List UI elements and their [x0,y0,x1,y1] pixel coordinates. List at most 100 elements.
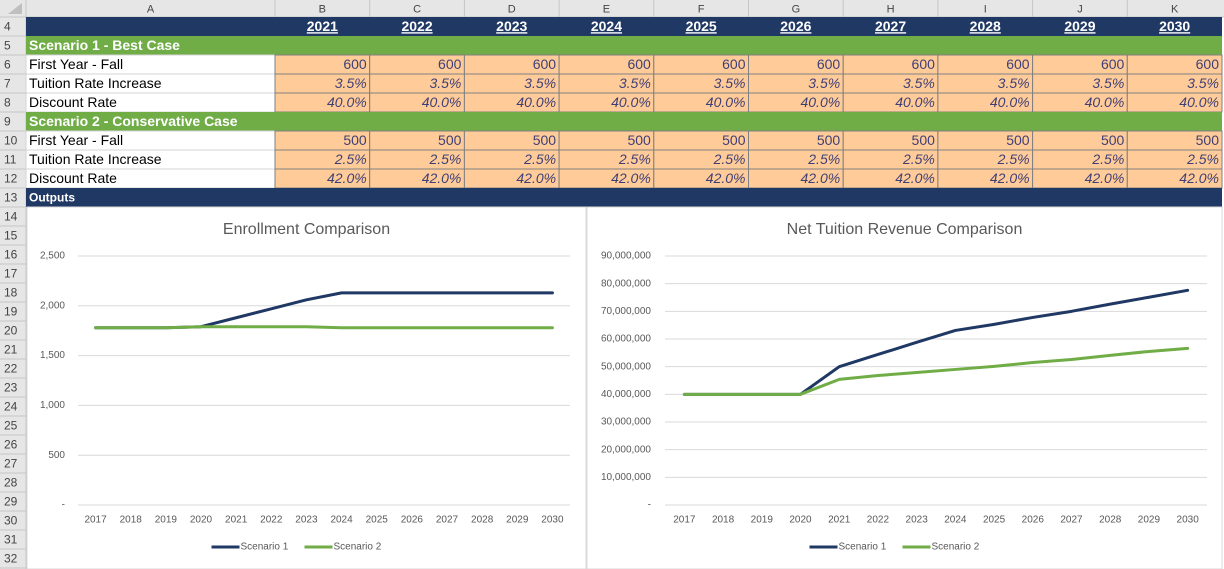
cell-value[interactable]: 2.5% [997,151,1030,167]
cell-value[interactable]: 42.0% [611,170,651,186]
section-title[interactable]: Scenario 2 - Conservative Case [29,113,238,129]
chart-area[interactable] [26,206,587,569]
cell-value[interactable]: 500 [1101,132,1125,148]
row-number[interactable]: 28 [4,476,18,490]
cell-value[interactable]: 40.0% [1085,94,1125,110]
cell-value[interactable]: 2.5% [618,151,651,167]
cell-value[interactable]: 3.5% [903,75,935,91]
row-number[interactable]: 27 [4,457,18,471]
row-number[interactable]: 18 [4,286,18,300]
cell-value[interactable]: 500 [1196,132,1220,148]
cell-value[interactable]: 3.5% [619,75,651,91]
row-label[interactable]: Tuition Rate Increase [29,151,162,167]
cell-value[interactable]: 600 [912,56,936,72]
cell-value[interactable]: 42.0% [990,170,1030,186]
cell-value[interactable]: 3.5% [1092,75,1124,91]
cell-value[interactable]: 40.0% [990,94,1030,110]
row-number[interactable]: 13 [4,191,18,205]
row-number[interactable]: 29 [4,495,18,509]
cell-value[interactable]: 3.5% [429,75,461,91]
outputs-label[interactable]: Outputs [29,191,75,205]
cell-value[interactable]: 42.0% [516,170,556,186]
row-number[interactable]: 12 [4,172,18,186]
cell-value[interactable]: 500 [1006,132,1030,148]
cell-value[interactable]: 500 [343,132,367,148]
cell-value[interactable]: 42.0% [327,170,367,186]
cell-value[interactable]: 600 [722,56,746,72]
cell-value[interactable]: 3.5% [714,75,746,91]
cell-value[interactable]: 2.5% [713,151,746,167]
year-header[interactable]: 2030 [1159,18,1190,34]
column-header[interactable]: G [792,3,801,15]
row-label[interactable]: First Year - Fall [29,132,123,148]
row-number[interactable]: 9 [4,115,11,129]
cell-value[interactable]: 500 [817,132,841,148]
column-header[interactable]: H [887,3,895,15]
cell-value[interactable]: 40.0% [422,94,462,110]
cell-value[interactable]: 600 [533,56,557,72]
row-number[interactable]: 19 [4,305,18,319]
row-number[interactable]: 23 [4,381,18,395]
section-title[interactable]: Scenario 1 - Best Case [29,37,180,53]
row-number[interactable]: 10 [4,134,18,148]
cell-value[interactable]: 600 [343,56,367,72]
cell-value[interactable]: 500 [627,132,651,148]
cell-value[interactable]: 600 [1196,56,1220,72]
cell-value[interactable]: 42.0% [1179,170,1219,186]
cell-value[interactable]: 500 [438,132,462,148]
row-number[interactable]: 31 [4,533,18,547]
cell-value[interactable]: 2.5% [1186,151,1219,167]
row-label[interactable]: First Year - Fall [29,56,123,72]
cell-value[interactable]: 3.5% [524,75,556,91]
cell-value[interactable]: 3.5% [998,75,1030,91]
year-header[interactable]: 2026 [780,18,811,34]
year-header[interactable]: 2024 [591,18,622,34]
row-number[interactable]: 15 [4,229,18,243]
row-number[interactable]: 6 [4,58,11,72]
row-label[interactable]: Tuition Rate Increase [29,75,162,91]
cell-value[interactable]: 40.0% [895,94,935,110]
row-number[interactable]: 8 [4,96,11,110]
row-label[interactable]: Discount Rate [29,94,117,110]
column-header[interactable]: D [508,3,516,15]
cell-value[interactable]: 2.5% [334,151,367,167]
cell-value[interactable]: 3.5% [808,75,840,91]
cell-value[interactable]: 2.5% [523,151,556,167]
cell-value[interactable]: 500 [722,132,746,148]
year-header[interactable]: 2022 [401,18,432,34]
row-number[interactable]: 30 [4,514,18,528]
row-number[interactable]: 17 [4,267,18,281]
year-header[interactable]: 2021 [307,18,338,34]
cell-value[interactable]: 40.0% [327,94,367,110]
row-number[interactable]: 22 [4,362,18,376]
cell-value[interactable]: 600 [438,56,462,72]
column-header[interactable]: C [413,3,421,15]
cell-value[interactable]: 2.5% [428,151,461,167]
year-header[interactable]: 2028 [970,18,1001,34]
cell-value[interactable]: 600 [817,56,841,72]
row-number[interactable]: 24 [4,400,18,414]
cell-value[interactable]: 600 [1006,56,1030,72]
row-number[interactable]: 16 [4,248,18,262]
cell-value[interactable]: 2.5% [902,151,935,167]
year-header[interactable]: 2023 [496,18,527,34]
row-number[interactable]: 26 [4,438,18,452]
row-number[interactable]: 11 [4,153,17,167]
column-header[interactable]: A [147,3,155,15]
cell-value[interactable]: 600 [627,56,651,72]
cell-value[interactable]: 2.5% [807,151,840,167]
cell-value[interactable]: 40.0% [516,94,556,110]
cell-value[interactable]: 42.0% [895,170,935,186]
year-header[interactable]: 2025 [686,18,717,34]
row-number[interactable]: 25 [4,419,18,433]
column-header[interactable]: E [603,3,610,15]
row-number[interactable]: 21 [4,343,18,357]
cell-value[interactable]: 42.0% [800,170,840,186]
year-header[interactable]: 2027 [875,18,906,34]
cell-value[interactable]: 40.0% [611,94,651,110]
cell-value[interactable]: 40.0% [800,94,840,110]
row-number[interactable]: 32 [4,552,18,566]
row-label[interactable]: Discount Rate [29,170,117,186]
chart-area[interactable] [586,206,1223,569]
cell-value[interactable]: 2.5% [1091,151,1124,167]
